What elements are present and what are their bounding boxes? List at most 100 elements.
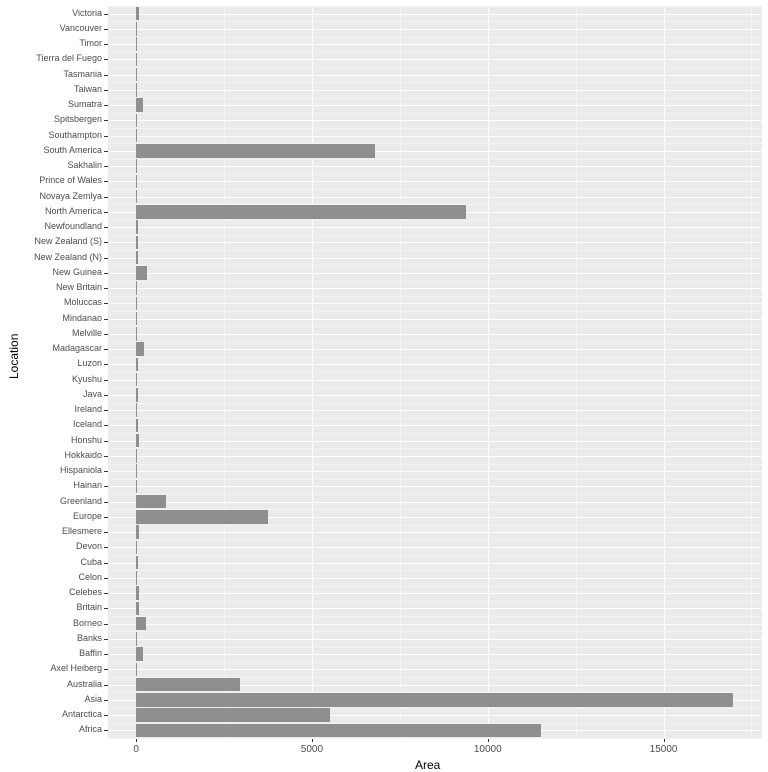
y-tick <box>104 227 108 228</box>
gridline-major-h <box>108 90 762 91</box>
bar <box>136 220 138 233</box>
y-tick <box>104 136 108 137</box>
y-tick <box>104 288 108 289</box>
gridline-minor-h <box>108 738 762 739</box>
y-tick-label: Timor <box>79 39 102 48</box>
y-tick-label: New Guinea <box>52 268 102 277</box>
y-tick <box>104 166 108 167</box>
y-tick-label: Newfoundland <box>44 222 102 231</box>
gridline-major-h <box>108 258 762 259</box>
y-tick <box>104 700 108 701</box>
y-tick <box>104 410 108 411</box>
y-tick-label: Southampton <box>48 131 102 140</box>
y-tick <box>104 425 108 426</box>
gridline-major-h <box>108 669 762 670</box>
gridline-major-h <box>108 410 762 411</box>
gridline-major-h <box>108 303 762 304</box>
gridline-minor-h <box>108 21 762 22</box>
bar <box>136 495 166 508</box>
y-tick-label: New Britain <box>56 283 102 292</box>
y-tick-label: Moluccas <box>64 298 102 307</box>
gridline-major-h <box>108 654 762 655</box>
y-tick <box>104 151 108 152</box>
y-tick-label: Hokkaido <box>64 451 102 460</box>
gridline-minor-h <box>108 494 762 495</box>
y-tick-label: Sumatra <box>68 100 102 109</box>
bar <box>136 68 137 81</box>
gridline-minor-h <box>108 235 762 236</box>
gridline-minor-h <box>108 159 762 160</box>
gridline-minor-h <box>108 433 762 434</box>
gridline-major-h <box>108 471 762 472</box>
gridline-minor-h <box>108 555 762 556</box>
gridline-major-h <box>108 608 762 609</box>
gridline-major-h <box>108 105 762 106</box>
y-tick <box>104 654 108 655</box>
x-tick-label: 10000 <box>474 744 502 755</box>
y-tick-label: Iceland <box>73 420 102 429</box>
y-tick-label: Sakhalin <box>67 161 102 170</box>
gridline-minor-h <box>108 82 762 83</box>
y-tick <box>104 364 108 365</box>
y-tick-label: Devon <box>76 542 102 551</box>
gridline-major-h <box>108 486 762 487</box>
gridline-major-h <box>108 456 762 457</box>
gridline-minor-h <box>108 525 762 526</box>
gridline-major-h <box>108 44 762 45</box>
y-tick-label: Hispaniola <box>60 466 102 475</box>
gridline-major-h <box>108 593 762 594</box>
gridline-major-h <box>108 380 762 381</box>
gridline-minor-h <box>108 220 762 221</box>
gridline-minor-h <box>108 357 762 358</box>
gridline-major-h <box>108 319 762 320</box>
gridline-major-h <box>108 364 762 365</box>
bar <box>136 403 137 416</box>
gridline-major-h <box>108 273 762 274</box>
x-axis-title: Area <box>415 758 440 772</box>
y-tick <box>104 456 108 457</box>
y-tick <box>104 547 108 548</box>
y-tick <box>104 14 108 15</box>
y-tick-label: Hainan <box>73 481 102 490</box>
bar <box>136 724 541 737</box>
gridline-minor-h <box>108 418 762 419</box>
bar <box>136 693 733 706</box>
gridline-major-h <box>108 227 762 228</box>
y-tick-label: Ellesmere <box>62 527 102 536</box>
y-tick-label: Tierra del Fuego <box>36 54 102 63</box>
y-tick-label: Asia <box>84 695 102 704</box>
y-tick <box>104 59 108 60</box>
y-tick-label: Australia <box>67 680 102 689</box>
bar <box>136 205 466 218</box>
y-axis-title: Location <box>7 363 21 379</box>
y-tick <box>104 319 108 320</box>
bar <box>136 541 137 554</box>
gridline-major-h <box>108 349 762 350</box>
gridline-minor-h <box>108 601 762 602</box>
y-tick <box>104 75 108 76</box>
y-tick-label: Prince of Wales <box>39 176 102 185</box>
bar <box>136 358 137 371</box>
y-tick-label: Madagascar <box>52 344 102 353</box>
y-tick-label: Mindanao <box>62 314 102 323</box>
gridline-minor-h <box>108 586 762 587</box>
bar <box>136 480 137 493</box>
y-tick <box>104 181 108 182</box>
y-tick <box>104 197 108 198</box>
y-tick <box>104 502 108 503</box>
gridline-major-h <box>108 166 762 167</box>
gridline-minor-h <box>108 6 762 7</box>
y-tick-label: Melville <box>72 329 102 338</box>
gridline-major-h <box>108 14 762 15</box>
gridline-minor-h <box>108 448 762 449</box>
bar <box>136 419 137 432</box>
y-tick-label: Victoria <box>72 9 102 18</box>
gridline-major-h <box>108 136 762 137</box>
y-tick <box>104 578 108 579</box>
bar <box>136 388 138 401</box>
y-tick-label: Vancouver <box>60 24 102 33</box>
gridline-major-h <box>108 532 762 533</box>
gridline-minor-h <box>108 265 762 266</box>
bar <box>136 53 137 66</box>
y-tick-label: Cuba <box>80 558 102 567</box>
